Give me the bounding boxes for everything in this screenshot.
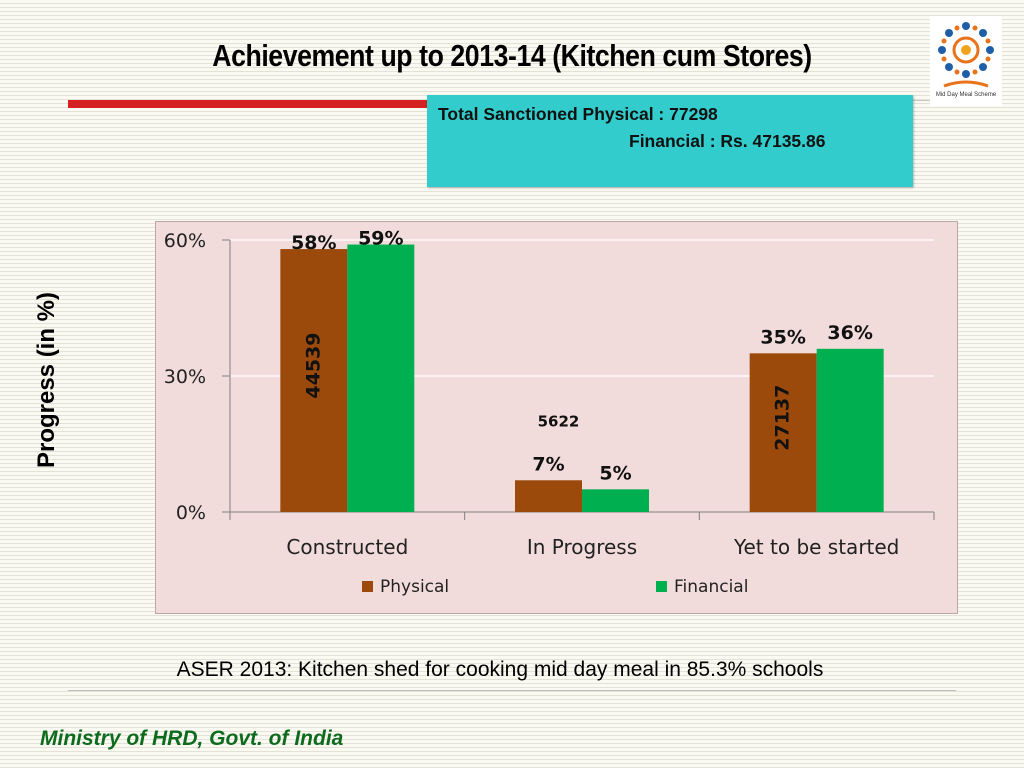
bar-financial: [816, 348, 884, 512]
data-label-percent: 35%: [760, 326, 805, 348]
data-label-percent: 5%: [599, 462, 631, 484]
data-label-percent: 7%: [532, 453, 564, 475]
legend-label-physical: Physical: [380, 577, 449, 597]
legend-label-financial: Financial: [674, 577, 748, 597]
bar-chart: 0% 30% 60% 58% 44539 59% Constructed 7% 5622 5% In…: [164, 228, 935, 597]
data-label-count: 5622: [538, 412, 580, 430]
mid-day-meal-logo: Mid Day Meal Scheme: [930, 16, 1002, 106]
sanction-info-box: Total Sanctioned Physical : 77298 Financ…: [427, 95, 913, 187]
y-tick-label: 30%: [164, 366, 206, 388]
footer-divider: [68, 690, 956, 691]
y-axis-title: Progress (in %): [33, 291, 60, 469]
sanctioned-financial-text: Financial : Rs. 47135.86: [629, 131, 826, 151]
bar-financial: [347, 244, 415, 512]
bar-physical: [749, 353, 817, 512]
x-tick-label: Constructed: [286, 535, 408, 559]
y-tick-label: 0%: [176, 502, 206, 524]
x-tick-label: Yet to be started: [733, 535, 899, 559]
ministry-footer: Ministry of HRD, Govt. of India: [40, 727, 344, 750]
bar-financial: [582, 489, 649, 512]
data-label-percent: 59%: [358, 228, 403, 250]
logo-caption: Mid Day Meal Scheme: [935, 92, 997, 98]
data-label-count: 44539: [302, 332, 324, 398]
x-tick-label: In Progress: [527, 535, 637, 559]
legend-swatch-financial: [656, 581, 667, 592]
y-tick-label: 60%: [164, 230, 206, 252]
bar-physical: [280, 249, 348, 513]
data-label-percent: 36%: [827, 322, 872, 344]
chart-area: 0% 30% 60% 58% 44539 59% Constructed 7% 5622 5% In…: [155, 221, 958, 614]
legend-swatch-physical: [362, 581, 373, 592]
title-accent-bar: [68, 100, 428, 108]
data-label-percent: 58%: [291, 232, 336, 254]
logo-emblem-icon: [938, 22, 994, 88]
aser-footnote: ASER 2013: Kitchen shed for cooking mid …: [176, 658, 824, 681]
bar-physical: [515, 480, 582, 512]
data-label-count: 27137: [772, 385, 794, 451]
sanctioned-physical-text: Total Sanctioned Physical : 77298: [438, 104, 718, 124]
slide-title: Achievement up to 2013-14 (Kitchen cum S…: [212, 38, 812, 73]
